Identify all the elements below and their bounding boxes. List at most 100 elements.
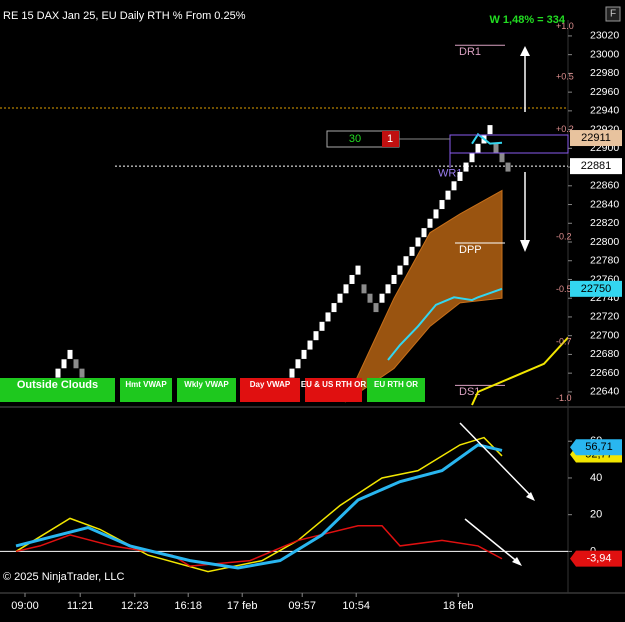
- price-tag-label: 22750: [581, 283, 612, 295]
- price-tag: [570, 280, 622, 297]
- percent-label: +0.5: [556, 72, 574, 82]
- value-tag: [570, 439, 622, 456]
- down-brick: [499, 153, 505, 163]
- up-brick: [385, 284, 391, 294]
- pivot-label: WR1: [438, 168, 462, 180]
- y-tick-label: 22860: [590, 180, 619, 192]
- overlay-button-label[interactable]: EU & US RTH OR: [301, 380, 367, 389]
- price-tag: [570, 130, 622, 147]
- overlay-button[interactable]: [120, 378, 172, 402]
- up-brick: [433, 209, 439, 219]
- up-brick: [337, 293, 343, 303]
- up-brick: [67, 349, 73, 359]
- y-tick-label: 22980: [590, 67, 619, 79]
- up-brick: [475, 143, 481, 153]
- down-brick: [361, 284, 367, 294]
- indicator-line: [387, 287, 503, 361]
- y-tick-label: 20: [590, 509, 602, 521]
- up-brick: [295, 359, 301, 369]
- overlay-button[interactable]: [0, 378, 115, 402]
- float-button-label[interactable]: F: [610, 9, 616, 20]
- y-tick-label: 40: [590, 472, 602, 484]
- up-brick: [343, 284, 349, 294]
- y-tick-label: 22660: [590, 367, 619, 379]
- y-tick-label: 23000: [590, 48, 619, 60]
- up-brick: [487, 125, 493, 135]
- up-brick: [391, 274, 397, 284]
- up-brick: [307, 340, 313, 350]
- up-brick: [451, 181, 457, 191]
- value-tag-label: 56,71: [585, 441, 613, 453]
- x-tick-label: 09:57: [288, 600, 316, 612]
- chart-title: RE 15 DAX Jan 25, EU Daily RTH % From 0.…: [3, 10, 246, 22]
- indicator-line: [471, 336, 568, 406]
- overlay-button-label[interactable]: Hmt VWAP: [125, 380, 167, 389]
- overlay-button-label[interactable]: EU RTH OR: [374, 380, 418, 389]
- up-brick: [313, 331, 319, 341]
- y-tick-label: 22700: [590, 329, 619, 341]
- y-tick-label: 22720: [590, 311, 619, 323]
- up-brick: [349, 274, 355, 284]
- up-brick: [403, 256, 409, 266]
- up-brick: [355, 265, 361, 275]
- oscillator-line: [15, 443, 503, 570]
- arrow-head: [526, 492, 535, 501]
- order-count-box: [382, 131, 399, 147]
- down-brick: [367, 293, 373, 303]
- overlay-button[interactable]: [177, 378, 236, 402]
- up-brick: [325, 312, 331, 322]
- oscillator-panel: [0, 436, 568, 573]
- percent-label: +0.2: [556, 124, 574, 134]
- y-tick-label: 22800: [590, 236, 619, 248]
- value-tag: [570, 550, 622, 567]
- up-brick: [61, 359, 67, 369]
- up-brick: [379, 293, 385, 303]
- percent-label: -0.2: [556, 232, 572, 242]
- price-tag: [570, 158, 622, 175]
- up-brick: [331, 303, 337, 313]
- down-brick: [493, 143, 499, 153]
- overlay-button-label[interactable]: Outside Clouds: [17, 379, 98, 391]
- pivot-label: DR1: [459, 46, 481, 58]
- y-tick-label: 22940: [590, 105, 619, 117]
- arrow: [459, 422, 534, 499]
- arrow-head: [520, 240, 530, 252]
- y-tick-label: 22840: [590, 198, 619, 210]
- up-brick: [457, 171, 463, 181]
- overlay-button[interactable]: [305, 378, 362, 402]
- value-tag-label: -3,94: [586, 553, 611, 565]
- down-brick: [373, 303, 379, 313]
- up-brick: [301, 349, 307, 359]
- x-tick-label: 09:00: [11, 600, 39, 612]
- percent-label: -0.7: [556, 337, 572, 347]
- up-brick: [415, 237, 421, 247]
- x-tick-label: 17 feb: [227, 600, 258, 612]
- pivot-label: DPP: [459, 244, 482, 256]
- annotation: W 1,48% = 334: [489, 14, 565, 26]
- float-button[interactable]: [605, 6, 621, 22]
- up-brick: [439, 200, 445, 210]
- up-brick: [445, 190, 451, 200]
- down-brick: [505, 162, 511, 172]
- overlay-button-label[interactable]: Day VWAP: [250, 380, 291, 389]
- up-brick: [421, 228, 427, 238]
- oscillator-line: [15, 524, 503, 567]
- y-tick-label: 22680: [590, 348, 619, 360]
- up-brick: [469, 153, 475, 163]
- indicator-line: [471, 132, 503, 145]
- overlay-button-label[interactable]: Wkly VWAP: [184, 380, 229, 389]
- y-tick-label: 22780: [590, 255, 619, 267]
- y-tick-label: 22820: [590, 217, 619, 229]
- order-quantity: 30: [349, 133, 361, 145]
- up-brick: [289, 368, 295, 378]
- up-brick: [55, 368, 61, 378]
- overlay-button[interactable]: [367, 378, 425, 402]
- overlay-button[interactable]: [240, 378, 300, 402]
- price-tag-label: 22911: [581, 132, 611, 144]
- down-brick: [73, 359, 79, 369]
- up-brick: [409, 246, 415, 256]
- up-brick: [397, 265, 403, 275]
